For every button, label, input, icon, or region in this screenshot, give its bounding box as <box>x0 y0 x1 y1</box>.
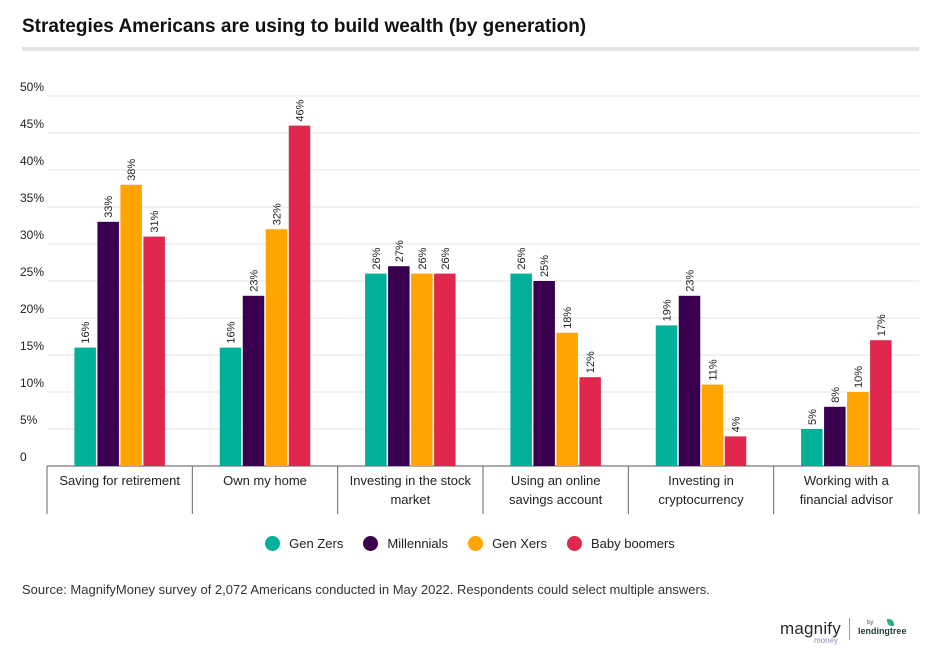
legend-swatch <box>566 536 582 551</box>
legend-item: Gen Zers <box>265 536 343 551</box>
legend-label: Millennials <box>387 536 449 551</box>
legend-label: Gen Zers <box>289 536 344 551</box>
bar <box>411 273 433 466</box>
leaf-icon <box>887 619 894 626</box>
logo-separator <box>848 618 850 640</box>
data-label: 27% <box>394 240 406 262</box>
x-tick-label: savings account <box>509 492 603 507</box>
bar <box>801 429 823 466</box>
logo-sub: money <box>814 636 839 645</box>
legend-label: Baby boomers <box>590 536 675 551</box>
data-label: 32% <box>272 203 284 225</box>
legend: Gen Zers Millennials Gen Xers Baby boomers <box>0 536 940 551</box>
legend-swatch <box>265 536 281 551</box>
y-tick-label: 15% <box>20 339 44 353</box>
x-tick-label: Saving for retirement <box>59 473 180 488</box>
bar <box>97 221 119 466</box>
bar <box>288 125 311 466</box>
data-label: 26% <box>440 247 452 269</box>
bar <box>870 340 892 466</box>
bar <box>510 273 532 466</box>
legend-item: Baby boomers <box>566 536 675 551</box>
y-tick-label: 0 <box>20 450 27 464</box>
logo-brand: magnify <box>780 619 841 638</box>
magnify-lendingtree-logo: magnify money by lendingtree <box>780 618 907 645</box>
data-label: 23% <box>685 270 697 292</box>
data-label: 31% <box>149 210 161 232</box>
bar <box>242 295 265 466</box>
y-tick-label: 50% <box>20 80 44 94</box>
legend-item: Millennials <box>363 536 448 551</box>
bar <box>120 184 142 467</box>
y-tick-label: 10% <box>20 376 44 390</box>
x-tick-label: Own my home <box>223 473 307 488</box>
bar <box>678 295 701 466</box>
bar <box>556 332 578 466</box>
data-label: 25% <box>539 255 551 277</box>
data-label: 26% <box>516 247 528 269</box>
bar <box>701 384 724 466</box>
bar <box>579 377 601 466</box>
y-tick-label: 25% <box>20 265 44 279</box>
data-label: 11% <box>708 359 720 380</box>
data-label: 33% <box>103 196 115 218</box>
data-label: 19% <box>662 299 674 321</box>
bar <box>434 273 456 466</box>
x-tick-label: financial advisor <box>800 492 894 507</box>
data-label: 26% <box>371 247 383 269</box>
bar <box>655 325 678 466</box>
legend-swatch <box>468 536 484 551</box>
source-note: Source: MagnifyMoney survey of 2,072 Ame… <box>22 582 710 597</box>
bar <box>74 347 96 466</box>
data-label: 46% <box>295 99 307 121</box>
bar <box>533 281 555 466</box>
bar <box>388 266 410 466</box>
legend-item: Gen Xers <box>468 536 547 551</box>
data-label: 12% <box>585 351 597 373</box>
data-label: 5% <box>807 409 819 425</box>
data-label: 23% <box>249 270 261 292</box>
data-label: 4% <box>731 416 743 432</box>
y-tick-label: 40% <box>20 154 44 168</box>
x-tick-label: Investing in the stock <box>350 473 472 488</box>
bar-chart: 0 5% 10% 15% 20% 25% 30% 35% 40% 45% 50% 16% 33% 38% 3… <box>20 80 920 514</box>
bar <box>824 406 846 466</box>
y-tick-label: 30% <box>20 228 44 242</box>
bar <box>724 436 747 466</box>
data-label: 18% <box>562 307 574 329</box>
x-tick-label: Using an online <box>511 473 601 488</box>
data-label: 8% <box>830 387 842 403</box>
x-tick-label: Investing in <box>668 473 734 488</box>
legend-label: Gen Xers <box>492 536 547 551</box>
data-label: 38% <box>126 159 138 181</box>
y-tick-label: 20% <box>20 302 44 316</box>
x-tick-label: Working with a <box>804 473 890 488</box>
y-tick-label: 45% <box>20 117 44 131</box>
data-label: 10% <box>853 366 865 388</box>
y-tick-label: 5% <box>20 413 38 427</box>
data-label: 16% <box>226 321 238 343</box>
bar <box>847 392 869 466</box>
bar <box>265 229 288 466</box>
data-label: 26% <box>417 247 429 269</box>
logo-partner: lendingtree <box>857 626 907 636</box>
data-label: 16% <box>80 321 92 343</box>
bar <box>365 273 387 466</box>
data-label: 17% <box>876 314 888 336</box>
x-tick-label: cryptocurrency <box>658 492 744 507</box>
y-tick-label: 35% <box>20 191 44 205</box>
bar <box>143 236 165 466</box>
logo-by: by <box>867 620 874 626</box>
chart-title: Strategies Americans are using to build … <box>22 16 587 37</box>
legend-swatch <box>363 536 379 551</box>
title-divider <box>22 47 919 51</box>
bar <box>219 347 242 466</box>
x-tick-label: market <box>390 492 430 507</box>
